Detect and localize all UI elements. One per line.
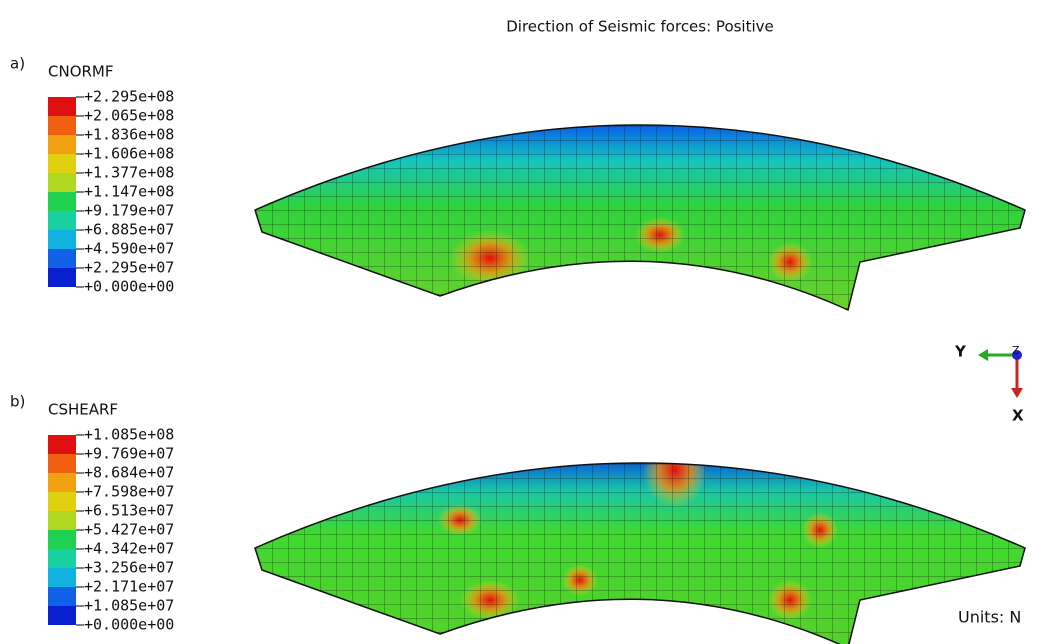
legend-label: +1.085e+07	[84, 597, 174, 615]
legend-band	[48, 492, 76, 511]
legend-band	[48, 435, 76, 454]
legend-label: +0.000e+00	[84, 616, 174, 634]
legend-title: CSHEARF	[48, 401, 118, 419]
panel-letter: b)	[10, 393, 25, 411]
mesh	[255, 463, 1025, 644]
contour-outline	[254, 462, 1026, 644]
legend-label: +4.590e+07	[84, 240, 174, 258]
panel-letter: a)	[10, 55, 25, 73]
legend-band	[48, 154, 76, 173]
legend-band	[48, 192, 76, 211]
legend-label: +9.179e+07	[84, 202, 174, 220]
figure-title: Direction of Seismic forces: Positive	[506, 18, 774, 36]
triad-z: Z	[1012, 344, 1020, 357]
legend-band	[48, 230, 76, 249]
legend-band	[48, 568, 76, 587]
mesh	[255, 125, 1025, 310]
legend-band	[48, 587, 76, 606]
legend-label: +1.085e+08	[84, 426, 174, 444]
legend-band	[48, 135, 76, 154]
legend-band	[48, 606, 76, 625]
legend-label: +3.256e+07	[84, 559, 174, 577]
axis-triad: Y Z X	[954, 343, 1024, 425]
triad-y: Y	[954, 343, 967, 361]
legend-band	[48, 116, 76, 135]
legend-title: CNORMF	[48, 63, 114, 81]
legend-label: +9.769e+07	[84, 445, 174, 463]
legend-band	[48, 549, 76, 568]
legend-label: +1.147e+08	[84, 183, 174, 201]
legend-label: +1.606e+08	[84, 145, 174, 163]
legend-label: +5.427e+07	[84, 521, 174, 539]
legend-label: +2.171e+07	[84, 578, 174, 596]
panel: a) CNORMF+2.295e+08+2.065e+08+1.836e+08+1…	[10, 55, 1026, 312]
legend-label: +2.295e+07	[84, 259, 174, 277]
legend-band	[48, 173, 76, 192]
units-label: Units: N	[958, 608, 1021, 627]
legend-band	[48, 249, 76, 268]
panel: b) CSHEARF+1.085e+08+9.769e+07+8.684e+07+…	[10, 393, 1026, 644]
legend-band	[48, 268, 76, 287]
legend-label: +1.377e+08	[84, 164, 174, 182]
legend-label: +7.598e+07	[84, 483, 174, 501]
legend-label: +4.342e+07	[84, 540, 174, 558]
contour-body	[255, 463, 1025, 644]
legend-label: +2.065e+08	[84, 107, 174, 125]
contour-plot	[254, 462, 1026, 644]
legend-band	[48, 511, 76, 530]
contour-plot	[254, 124, 1026, 312]
legend-label: +1.836e+08	[84, 126, 174, 144]
legend-band	[48, 97, 76, 116]
legend-label: +6.513e+07	[84, 502, 174, 520]
legend-label: +0.000e+00	[84, 278, 174, 296]
legend-band	[48, 530, 76, 549]
legend-band	[48, 473, 76, 492]
legend-label: +8.684e+07	[84, 464, 174, 482]
triad-x: X	[1012, 407, 1024, 425]
legend-band	[48, 211, 76, 230]
legend-band	[48, 454, 76, 473]
legend-label: +2.295e+08	[84, 88, 174, 106]
legend-label: +6.885e+07	[84, 221, 174, 239]
contour-body	[255, 125, 1025, 310]
contour-outline	[254, 124, 1026, 312]
